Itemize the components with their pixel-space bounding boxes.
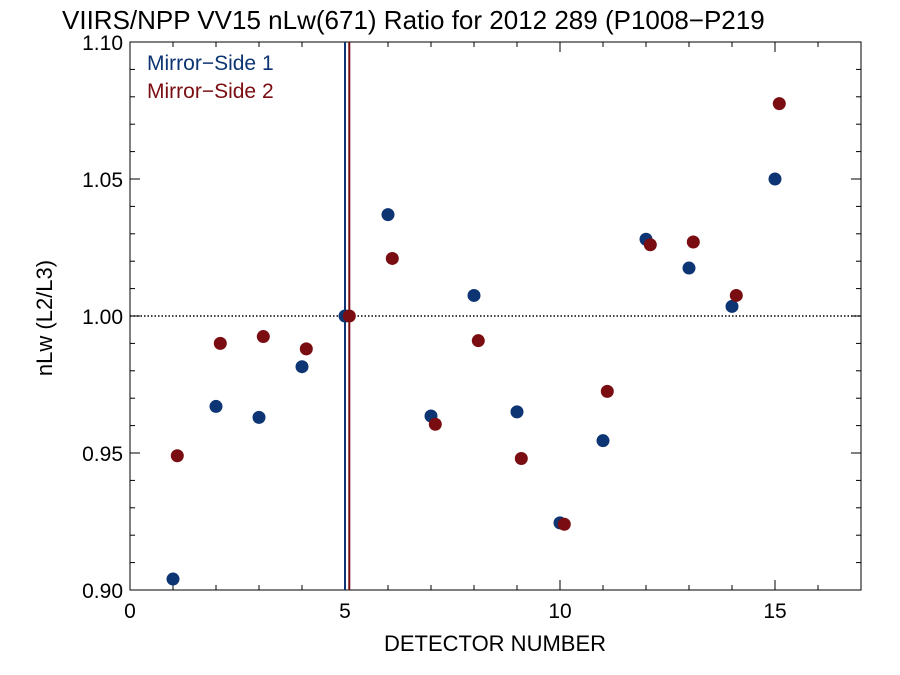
y-tick-label: 1.00 — [82, 306, 123, 329]
data-point-mirror-side-2 — [557, 517, 571, 531]
data-point-mirror-side-2 — [729, 288, 743, 302]
data-point-mirror-side-2 — [342, 309, 356, 323]
data-point-mirror-side-1 — [252, 410, 266, 424]
data-point-mirror-side-2 — [772, 97, 786, 111]
legend-item-mirror-side-1: Mirror−Side 1 — [147, 52, 274, 75]
data-point-mirror-side-1 — [596, 434, 610, 448]
y-tick-label: 1.05 — [82, 169, 123, 192]
data-point-mirror-side-2 — [600, 384, 614, 398]
data-point-mirror-side-1 — [467, 288, 481, 302]
data-point-mirror-side-1 — [209, 399, 223, 413]
x-tick-label: 15 — [763, 600, 786, 623]
data-point-mirror-side-2 — [428, 417, 442, 431]
data-point-mirror-side-2 — [299, 342, 313, 356]
data-point-mirror-side-1 — [510, 405, 524, 419]
chart-title: VIIRS/NPP VV15 nLw(671) Ratio for 2012 2… — [62, 5, 765, 35]
data-point-mirror-side-2 — [170, 449, 184, 463]
data-point-mirror-side-2 — [643, 238, 657, 252]
plot-area: 0 5 10 15 0.90 0.95 1.00 1.05 1.10 — [82, 32, 862, 623]
data-point-mirror-side-1 — [166, 572, 180, 586]
data-point-mirror-side-1 — [381, 208, 395, 222]
y-tick-label: 0.95 — [82, 443, 123, 466]
data-point-mirror-side-2 — [514, 451, 528, 465]
data-point-mirror-side-2 — [686, 235, 700, 249]
data-point-mirror-side-1 — [682, 261, 696, 275]
data-point-mirror-side-2 — [213, 336, 227, 350]
data-point-mirror-side-1 — [295, 360, 309, 374]
data-point-mirror-side-2 — [471, 334, 485, 348]
x-tick-label: 5 — [339, 600, 351, 623]
y-tick-label: 1.10 — [82, 32, 123, 55]
x-axis-label: DETECTOR NUMBER — [384, 631, 606, 656]
data-point-mirror-side-2 — [385, 251, 399, 265]
data-point-mirror-side-1 — [725, 299, 739, 313]
data-point-mirror-side-2 — [256, 330, 270, 344]
y-axis-label: nLw (L2/L3) — [32, 260, 57, 376]
x-tick-label: 10 — [548, 600, 571, 623]
x-tick-label: 0 — [124, 600, 136, 623]
legend-item-mirror-side-2: Mirror−Side 2 — [147, 80, 274, 103]
data-point-mirror-side-1 — [768, 172, 782, 186]
y-tick-label: 0.90 — [82, 580, 123, 603]
